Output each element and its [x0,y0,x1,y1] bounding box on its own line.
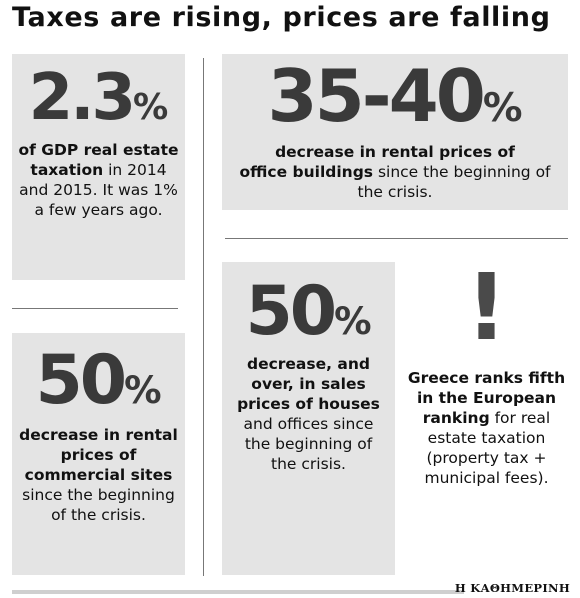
stat-description: of GDP real estate taxation in 2014 and … [18,141,179,219]
stat-description: decrease in rental prices of commercial … [19,426,178,524]
stat-commercial-rentals: 50% decrease in rental prices of commerc… [12,333,185,575]
left-divider [12,308,178,309]
stat-description: decrease in rental prices of office build… [239,143,551,201]
stat-value: 2.3% [28,61,169,135]
page-title: Taxes are rising, prices are falling [12,2,551,33]
stat-office-rentals: 35-40% decrease in rental prices of offic… [222,54,568,210]
stat-value: 35-40% [267,54,523,138]
exclamation-icon: ! [465,254,508,361]
stat-description: decrease, and over, in sales prices of h… [237,355,380,473]
publisher-logo: Η ΚΑΘΗΜΕΡΙΝΗ [454,581,570,595]
stat-value: 50% [35,341,162,420]
right-divider [225,238,568,239]
note-description: Greece ranks fifth in the European ranki… [407,369,566,487]
footer-bar [12,590,464,594]
stat-value: 50% [245,272,372,351]
greece-ranking-note: ! Greece ranks fifth in the European ran… [405,262,568,488]
stat-gdp-taxation: 2.3% of GDP real estate taxation in 2014… [12,54,185,280]
vertical-divider [203,58,204,576]
stat-house-prices: 50% decrease, and over, in sales prices … [222,262,395,575]
